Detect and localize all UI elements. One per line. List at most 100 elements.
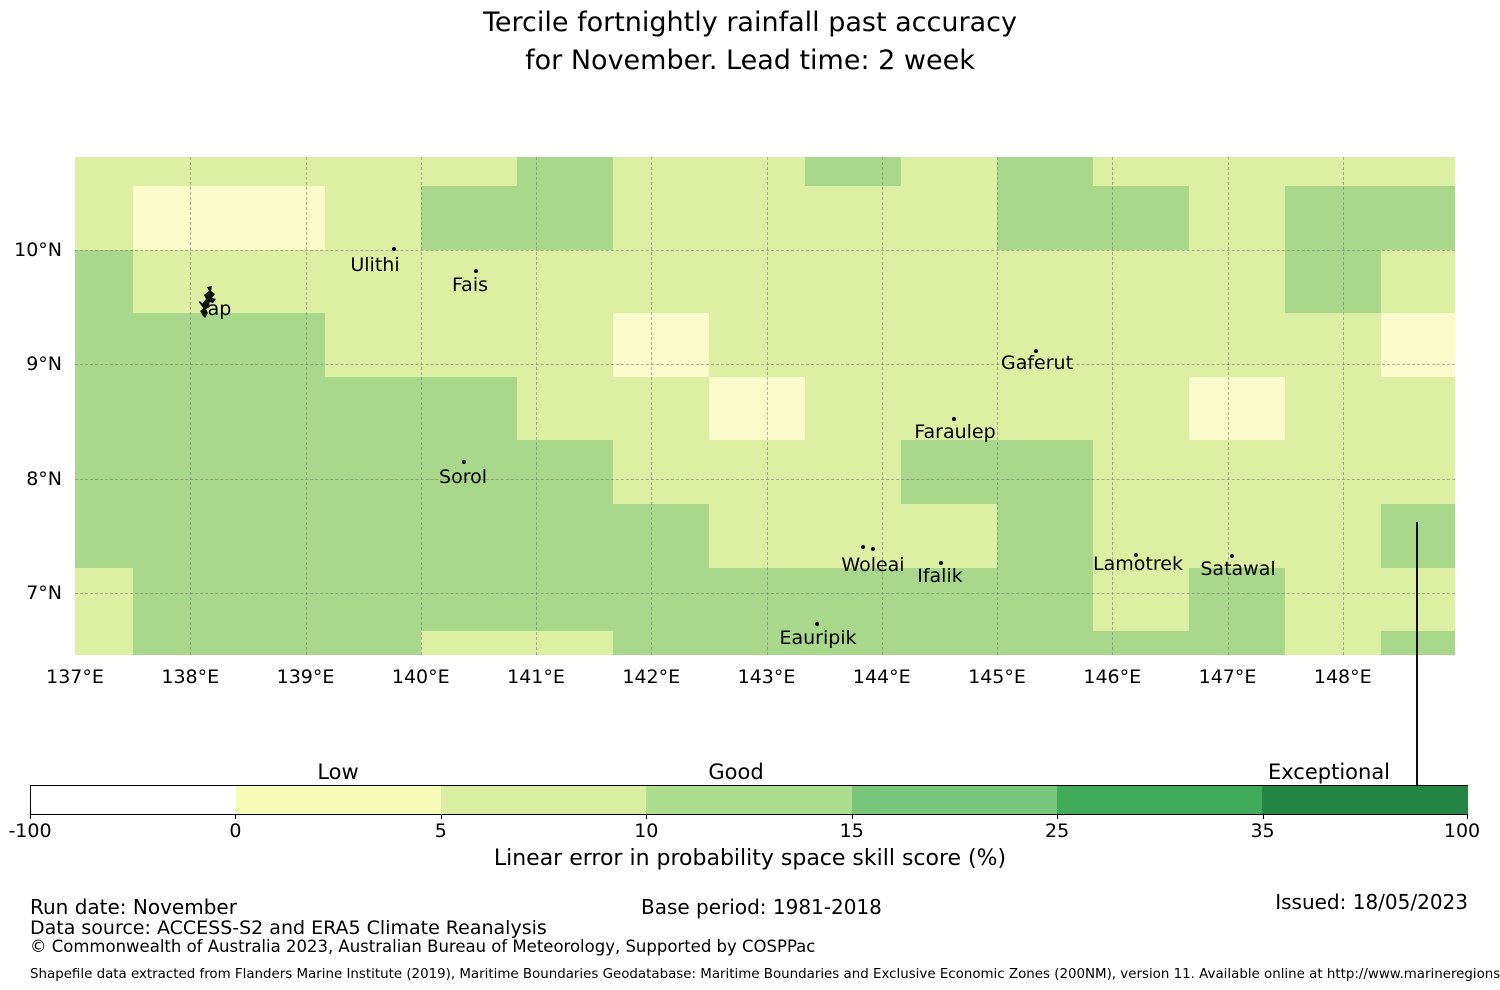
grid-cell	[517, 631, 613, 655]
grid-cell	[421, 313, 517, 377]
grid-cell	[421, 631, 517, 655]
grid-cell	[805, 631, 901, 655]
colorbar-tick-label: 10	[634, 820, 659, 842]
grid-cell	[421, 157, 517, 186]
grid-cell	[1189, 631, 1285, 655]
grid-cell	[421, 567, 517, 632]
grid-cell	[997, 504, 1093, 568]
x-tick-label: 139°E	[276, 666, 335, 688]
island-dot	[1230, 554, 1234, 558]
grid-cell	[1381, 249, 1455, 314]
colorbar-tick	[440, 815, 442, 819]
maritime-boundary-line	[1416, 522, 1418, 798]
grid-cell	[1189, 249, 1285, 314]
island-dot	[861, 545, 865, 549]
grid-cell	[805, 504, 901, 568]
grid-cell	[75, 313, 133, 377]
island-label: Eauripik	[779, 627, 857, 649]
colorbar-region-label: Low	[317, 760, 359, 784]
grid-cell	[709, 157, 805, 186]
grid-cell	[613, 504, 709, 568]
colorbar-tick-label: -100	[8, 820, 52, 842]
gridline-parallel	[75, 364, 1455, 366]
grid-cell	[75, 376, 133, 441]
grid-cell	[613, 631, 709, 655]
gridline-meridian	[305, 157, 307, 655]
island-label: Ulithi	[350, 254, 400, 276]
grid-cell	[1285, 186, 1381, 250]
colorbar-segment	[851, 786, 1058, 814]
grid-cell	[75, 186, 133, 250]
grid-cell	[133, 567, 229, 632]
gridline-parallel	[75, 250, 1455, 251]
grid-cell	[805, 440, 901, 504]
footer-data-source: Data source: ACCESS-S2 and ERA5 Climate …	[30, 917, 547, 939]
grid-cell	[1093, 440, 1189, 504]
gridline-meridian	[766, 157, 768, 655]
grid-cell	[517, 376, 613, 441]
grid-cell	[229, 376, 325, 441]
grid-cell	[133, 313, 229, 377]
grid-cell	[1189, 376, 1285, 441]
gridline-meridian	[1112, 157, 1114, 655]
grid-cell	[229, 440, 325, 504]
grid-cell	[1285, 440, 1381, 504]
grid-cell	[709, 376, 805, 441]
grid-cell	[805, 157, 901, 186]
grid-cell	[1189, 313, 1285, 377]
grid-cell	[901, 313, 997, 377]
grid-cell	[75, 631, 133, 655]
grid-cell	[517, 186, 613, 250]
grid-cell	[1189, 186, 1285, 250]
grid-cell	[75, 249, 133, 314]
grid-cell	[709, 249, 805, 314]
colorbar-segment	[646, 786, 853, 814]
gridline-meridian	[1342, 157, 1344, 655]
island-dot	[871, 547, 875, 551]
colorbar-tick-label: 35	[1250, 820, 1275, 842]
grid-cell	[1093, 376, 1189, 441]
grid-cell	[421, 376, 517, 441]
grid-cell	[1381, 440, 1455, 504]
colorbar-tick-label: 15	[839, 820, 864, 842]
x-tick-label: 141°E	[507, 666, 565, 688]
grid-cell	[997, 157, 1093, 186]
grid-cell	[1381, 313, 1455, 377]
gridline-meridian	[881, 157, 883, 655]
x-tick-label: 148°E	[1313, 666, 1372, 688]
grid-cell	[133, 504, 229, 568]
x-tick-label: 138°E	[161, 666, 220, 688]
map-plot-area: Yap Ulithi Fais Sorol Gaferut Faraulep Woleai I…	[75, 157, 1455, 798]
grid-cell	[1189, 440, 1285, 504]
colorbar-tick-label: 100	[1443, 820, 1481, 842]
grid-cell	[421, 186, 517, 250]
grid-cell	[229, 249, 325, 314]
grid-cell	[325, 567, 421, 632]
island-label: Sorol	[439, 466, 487, 488]
grid-cell	[229, 504, 325, 568]
grid-cell	[325, 631, 421, 655]
grid-cell	[133, 440, 229, 504]
grid-cell	[1285, 504, 1381, 568]
grid-cell	[613, 440, 709, 504]
grid-cell	[229, 186, 325, 250]
grid-cell	[133, 186, 229, 250]
grid-cell	[613, 313, 709, 377]
grid-cell	[709, 186, 805, 250]
grid-cell	[709, 631, 805, 655]
island-dot	[392, 247, 396, 251]
grid-cell	[325, 440, 421, 504]
island-label: Faraulep	[914, 421, 996, 443]
colorbar-segment	[441, 786, 648, 814]
colorbar-segment	[31, 786, 238, 814]
grid-cell	[805, 249, 901, 314]
grid-cell	[805, 567, 901, 632]
island-label: Ifalik	[917, 565, 963, 587]
grid-cell	[1093, 157, 1189, 186]
grid-cell	[997, 313, 1093, 377]
colorbar-tick-label: 25	[1045, 820, 1070, 842]
grid-cell	[229, 313, 325, 377]
grid-cell	[325, 313, 421, 377]
grid-cell	[421, 440, 517, 504]
grid-cell	[1093, 249, 1189, 314]
